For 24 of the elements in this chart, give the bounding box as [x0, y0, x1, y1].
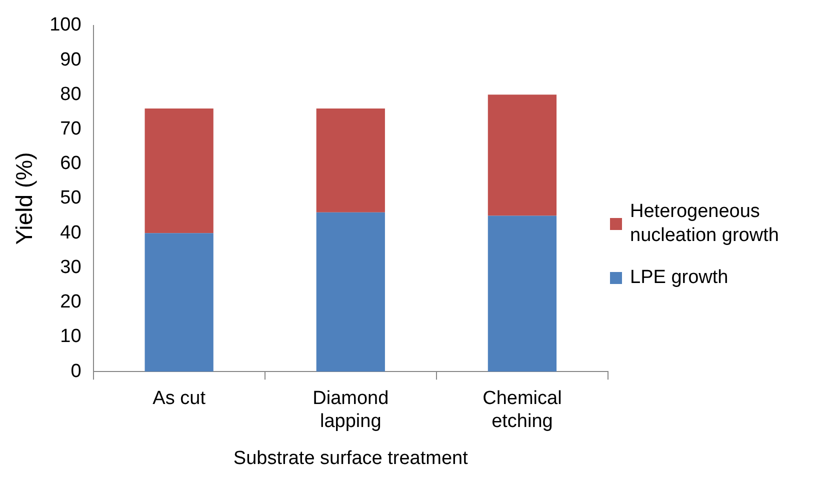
x-axis-title: Substrate surface treatment: [233, 448, 469, 469]
legend-label: Heterogeneous nucleation growth: [630, 200, 780, 248]
legend-label: LPE growth: [630, 266, 728, 290]
y-tick-label: 50: [60, 188, 82, 209]
y-tick-label: 10: [60, 326, 82, 348]
y-tick-label: 40: [60, 222, 82, 244]
y-tick-label: 90: [60, 49, 82, 70]
x-tick-label: Diamond lapping: [312, 388, 389, 432]
x-tick-label: Chemical etching: [482, 388, 562, 432]
y-tick-label: 100: [50, 14, 82, 36]
bar: [488, 94, 557, 216]
x-tick-label: As cut: [152, 388, 206, 410]
bar: [316, 212, 385, 372]
bar: [488, 216, 557, 372]
bar: [144, 108, 214, 234]
y-tick-label: 60: [60, 153, 82, 174]
y-tick-label: 80: [60, 84, 82, 105]
y-tick-label: 30: [60, 256, 82, 278]
y-tick-label: 0: [70, 360, 82, 382]
bar: [316, 108, 385, 212]
y-tick-label: 70: [60, 118, 82, 140]
y-axis-title: Yield (%): [11, 152, 38, 245]
bar: [144, 233, 214, 372]
y-tick-label: 20: [60, 292, 82, 313]
